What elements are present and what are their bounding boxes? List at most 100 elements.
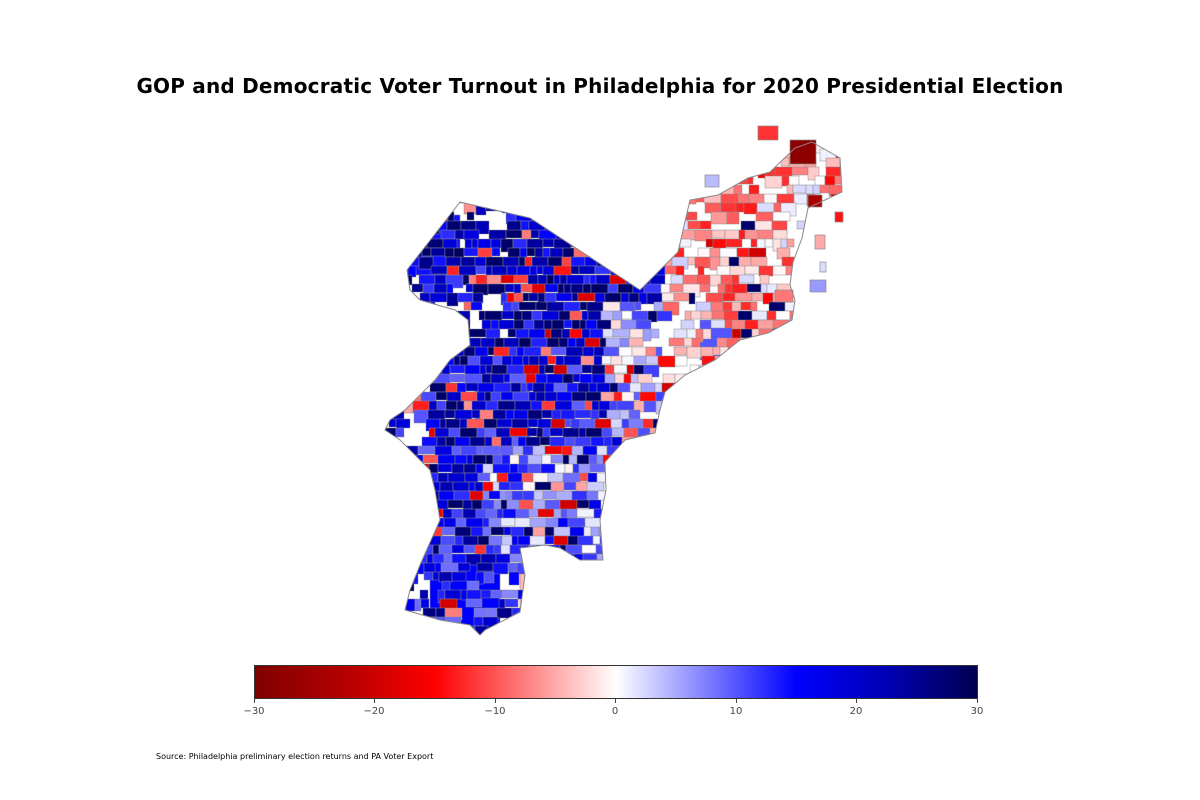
map-division — [792, 184, 807, 194]
map-division — [774, 289, 794, 303]
map-division — [415, 220, 428, 232]
map-division — [685, 400, 703, 412]
map-division — [404, 175, 421, 185]
map-division — [759, 391, 776, 404]
map-division — [763, 400, 781, 414]
map-division — [806, 292, 823, 306]
map-division — [550, 418, 566, 430]
map-division — [768, 382, 778, 397]
map-division — [662, 472, 670, 483]
map-division — [566, 364, 583, 376]
colorbar-tick — [374, 699, 375, 703]
map-division — [653, 220, 670, 230]
map-division — [543, 580, 559, 592]
map-division — [582, 148, 594, 160]
map-division — [668, 193, 686, 205]
map-division — [490, 589, 503, 599]
map-division — [841, 256, 842, 267]
map-division — [658, 409, 671, 424]
map-division — [529, 265, 538, 277]
map-division — [708, 499, 720, 511]
map-division — [506, 292, 515, 304]
map-division — [845, 518, 857, 531]
map-division — [694, 157, 711, 168]
map-division — [585, 211, 602, 223]
map-division — [676, 571, 691, 586]
map-division — [670, 184, 678, 194]
map-division — [553, 157, 564, 169]
map-division — [479, 409, 494, 421]
map-division — [835, 409, 842, 420]
map-division — [697, 382, 705, 396]
map-division — [580, 355, 595, 367]
map-division — [459, 328, 470, 342]
map-division — [632, 211, 642, 222]
map-division — [588, 382, 598, 394]
map-division — [755, 625, 774, 635]
map-division — [701, 463, 712, 476]
map-division — [642, 490, 654, 500]
map-division — [776, 634, 792, 635]
map-division — [588, 598, 603, 613]
map-division — [695, 562, 705, 575]
map-division — [596, 553, 604, 564]
map-division — [838, 328, 842, 342]
map-division — [563, 319, 573, 329]
map-division — [389, 274, 404, 285]
map-division — [593, 625, 609, 635]
map-division — [572, 373, 581, 383]
map-division — [468, 328, 487, 338]
map-division — [807, 382, 815, 392]
map-division — [433, 148, 446, 158]
map-division — [508, 571, 520, 586]
map-division — [444, 247, 455, 258]
map-division — [669, 409, 684, 423]
map-division — [759, 445, 770, 457]
map-division — [849, 248, 859, 257]
map-division — [771, 142, 788, 153]
map-division — [740, 328, 753, 339]
map-division — [824, 499, 835, 512]
map-division — [507, 166, 523, 179]
map-division — [589, 463, 606, 473]
map-division — [694, 607, 704, 617]
map-division — [830, 508, 842, 522]
map-division — [646, 625, 656, 635]
map-division — [592, 607, 608, 622]
map-division — [489, 193, 507, 206]
map-division — [711, 625, 728, 635]
map-division — [719, 382, 728, 396]
map-division — [618, 157, 631, 170]
map-division — [740, 157, 751, 171]
map-division — [521, 544, 530, 555]
map-division — [702, 148, 714, 160]
map-division — [404, 472, 420, 485]
map-division — [442, 310, 450, 325]
map-division — [662, 463, 681, 476]
map-division — [568, 157, 585, 171]
map-division — [746, 508, 760, 519]
map-division — [766, 490, 779, 501]
map-division — [822, 535, 840, 545]
map-division — [845, 356, 860, 369]
map-division — [567, 535, 579, 546]
map-division — [621, 418, 630, 430]
map-division — [385, 490, 390, 505]
map-division — [385, 562, 394, 573]
map-division — [707, 481, 717, 496]
map-division — [638, 148, 651, 163]
map-division — [670, 562, 680, 572]
map-division — [745, 472, 756, 484]
map-division — [643, 202, 660, 216]
map-division — [547, 472, 564, 483]
map-division — [809, 279, 827, 293]
map-division — [817, 373, 825, 385]
map-division — [493, 544, 502, 555]
map-title: GOP and Democratic Voter Turnout in Phil… — [136, 74, 1064, 98]
map-division — [718, 499, 726, 513]
map-division — [750, 238, 758, 248]
map-division — [607, 580, 616, 595]
map-division — [573, 229, 587, 241]
map-division — [591, 202, 610, 216]
map-division — [772, 625, 786, 635]
